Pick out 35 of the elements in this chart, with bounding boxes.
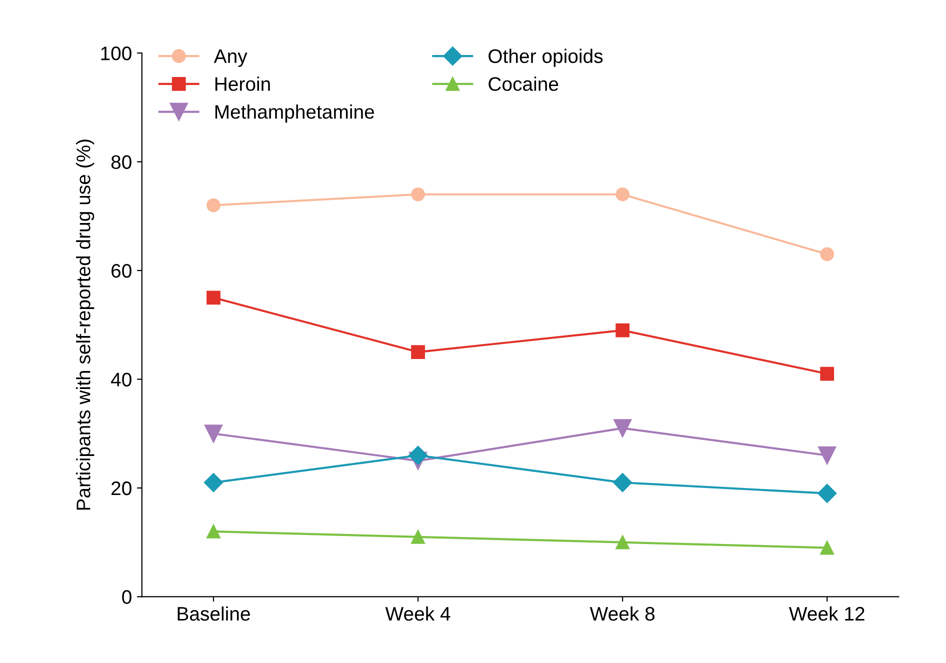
y-tick-label: 0 [122,590,132,604]
point [616,187,630,202]
point [613,473,632,492]
x-tick-label: Week 8 [590,606,655,621]
y-tick-label: 100 [101,46,132,60]
legend-label: Other opioids [488,48,603,67]
point [206,198,220,212]
point [818,446,836,464]
point [411,187,425,202]
point [614,419,632,438]
point [818,484,837,503]
y-tick-label: 80 [111,155,132,170]
point [204,424,223,443]
y-tick-label: 40 [111,372,132,386]
point [204,473,224,492]
point [616,535,630,550]
point [206,290,220,305]
y-axis-title: Participants with self-reported drug use (%) [76,140,94,510]
point [206,524,220,538]
point [616,323,630,338]
y-tick-label: 60 [112,264,132,278]
point [408,446,428,465]
point [411,530,425,544]
legend-label: Cocaine [488,76,558,91]
point [820,540,834,555]
x-tick-label: Baseline [178,606,250,621]
point [820,247,834,262]
x-tick-label: Week 12 [789,606,864,621]
point [820,366,834,381]
point [411,345,425,359]
legend-label: Any [214,50,248,67]
legend-label: Methamphetamine [215,104,374,123]
legend-label: Heroin [215,76,270,91]
y-tick-label: 20 [112,481,132,496]
x-tick-label: Week 4 [385,606,450,621]
